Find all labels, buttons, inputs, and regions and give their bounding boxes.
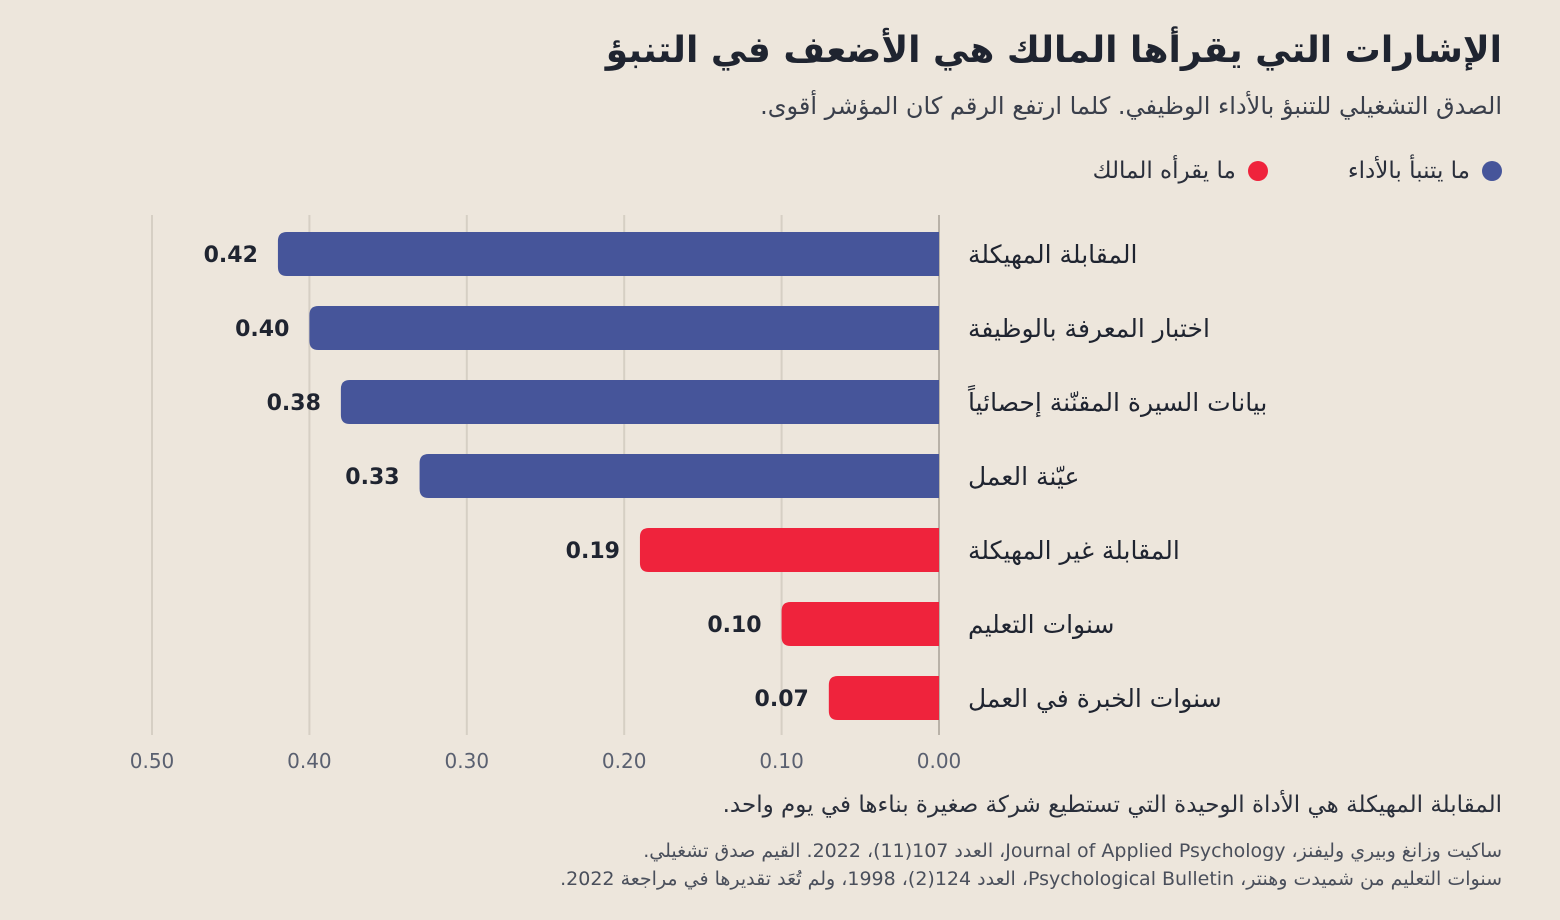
value-label-0: 0.42 [204,243,258,268]
value-label-2: 0.38 [267,391,321,416]
chart-note: المقابلة المهيكلة هي الأداة الوحيدة التي… [722,792,1502,818]
bar-5 [781,602,939,646]
legend-label-owner: ما يقرأه المالك [1092,158,1236,184]
bar-0 [277,232,939,276]
legend-dot-owner [1247,161,1268,181]
legend-item-owner: ما يقرأه المالك [1093,158,1268,184]
value-label-3: 0.33 [345,465,399,490]
category-label-2: بيانات السيرة المقنّنة إحصائياً [967,385,1267,418]
legend-item-predicts: ما يتنبأ بالأداء [1348,158,1502,184]
bar-6 [828,676,939,720]
x-tick-label-4: 0.40 [287,749,332,773]
source-line-1: ساكيت وزانغ وبيري وليفنز، Journal of App… [643,840,1502,862]
legend-label-predicts: ما يتنبأ بالأداء [1347,158,1470,184]
source-line-2: سنوات التعليم من شميدت وهنتر، Psychologi… [560,868,1502,890]
value-label-4: 0.19 [566,539,620,564]
category-label-0: المقابلة المهيكلة [968,240,1137,270]
bar-1 [309,306,939,350]
chart-subtitle: الصدق التشغيلي للتنبؤ بالأداء الوظيفي. ك… [760,92,1502,120]
category-label-3: عيّنة العمل [968,462,1079,491]
legend-dot-predicts [1482,161,1502,181]
value-label-1: 0.40 [235,317,289,342]
x-tick-label-0: 0.00 [917,749,962,773]
value-label-5: 0.10 [707,613,761,638]
x-tick-label-3: 0.30 [445,749,490,773]
category-label-5: سنوات التعليم [968,610,1114,640]
x-tick-label-2: 0.20 [602,749,647,773]
x-tick-label-1: 0.10 [759,749,804,773]
bar-2 [340,380,939,424]
legend: ما يتنبأ بالأداء ما يقرأه المالك [1093,158,1502,184]
x-tick-label-5: 0.50 [130,749,175,773]
category-label-6: سنوات الخبرة في العمل [968,684,1222,713]
bar-4 [639,528,939,572]
chart-title: الإشارات التي يقرأها المالك هي الأضعف في… [605,30,1502,71]
category-label-4: المقابلة غير المهيكلة [968,536,1180,566]
bar-3 [419,454,940,498]
value-label-6: 0.07 [755,687,809,712]
category-label-1: اختبار المعرفة بالوظيفة [968,314,1210,343]
